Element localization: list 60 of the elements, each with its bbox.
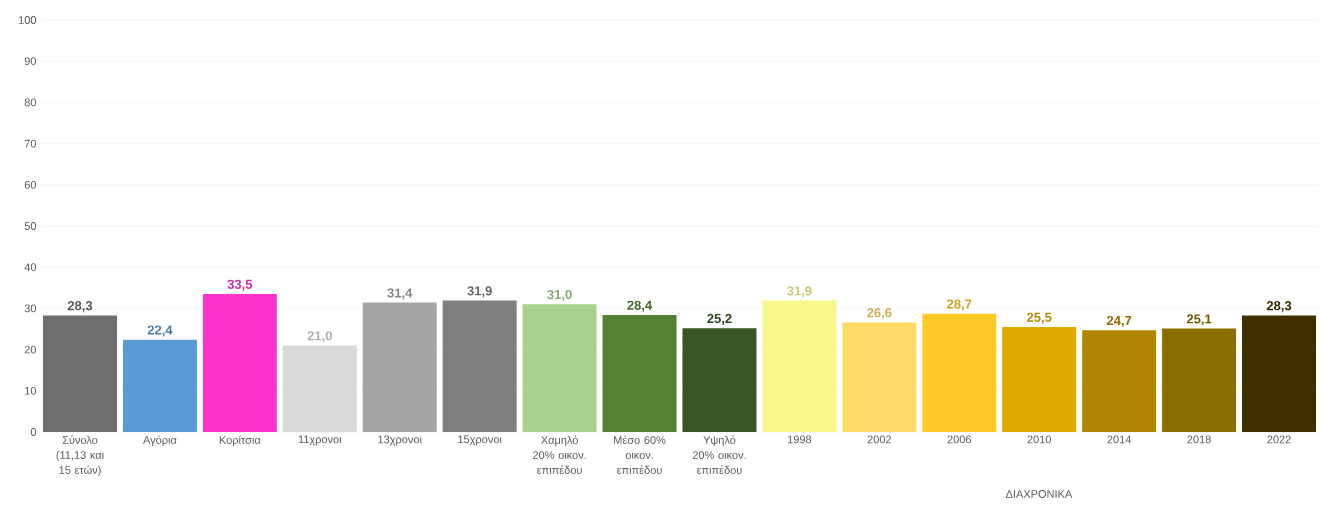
x-tick-label: Μέσο 60% οικον. επιπέδου — [614, 435, 666, 474]
y-tick-label: 60 — [24, 180, 37, 189]
data-label: 21,0 — [307, 331, 332, 343]
data-label: 28,7 — [947, 299, 972, 311]
data-label: 31,4 — [387, 288, 413, 300]
y-tick-label: 10 — [25, 386, 37, 395]
y-tick-label: 40 — [24, 263, 37, 272]
bar — [522, 304, 597, 432]
x-tick-label: 13χρονοι — [378, 435, 422, 446]
data-label: 25,1 — [1186, 314, 1212, 326]
y-tick-label: 100 — [18, 16, 37, 24]
x-tick-label: 15χρονοι — [458, 435, 502, 446]
data-label: 28,3 — [67, 301, 93, 313]
x-tick-label: Αγόρια — [143, 435, 177, 447]
x-tick-label: Υψηλό 20% οικον. επιπέδου — [692, 435, 746, 474]
x-tick-label: Χαμηλό 20% οικον. επιπέδου — [533, 435, 586, 474]
bar — [1242, 315, 1317, 432]
y-tick-label: 20 — [24, 345, 37, 354]
x-tick-label: 2022 — [1267, 435, 1291, 444]
y-tick-label: 90 — [24, 57, 37, 66]
bar — [602, 314, 677, 432]
y-tick-label: 70 — [24, 139, 37, 148]
y-tick-label: 0 — [30, 428, 37, 436]
bar — [1082, 330, 1157, 432]
bar — [442, 300, 517, 432]
y-tick-label: 30 — [24, 304, 37, 313]
x-tick-label: 2014 — [1107, 435, 1132, 444]
data-label: 24,7 — [1106, 315, 1132, 328]
bar — [762, 300, 837, 432]
x-tick-label: 1998 — [788, 435, 812, 444]
data-label: 31,9 — [787, 286, 812, 298]
x-tick-label: 2018 — [1187, 435, 1211, 444]
data-label: 22,4 — [147, 325, 173, 337]
bar — [1162, 328, 1237, 432]
x-tick-label: 2006 — [947, 435, 972, 444]
x-tick-label: Κορίτσια — [219, 435, 261, 447]
bar — [922, 313, 997, 432]
x-tick-label: 2002 — [867, 435, 892, 444]
x-tick-label: 11χρονοι — [298, 435, 342, 446]
bar — [122, 339, 197, 432]
data-label: 33,5 — [227, 279, 253, 291]
x-tick-label: Σύνολο (11,13 και 15 ετών) — [56, 435, 104, 477]
y-tick-label: 80 — [24, 98, 37, 107]
bar — [842, 322, 917, 432]
y-tick-label: 50 — [24, 222, 37, 230]
bar — [682, 328, 757, 432]
data-label: 28,3 — [1266, 301, 1292, 313]
data-label: 25,5 — [1027, 312, 1052, 324]
bar — [362, 302, 437, 432]
bar — [1002, 326, 1077, 432]
data-label: 26,6 — [867, 308, 892, 320]
data-label: 28,4 — [627, 300, 653, 312]
bar — [42, 315, 117, 432]
data-label: 31,0 — [547, 289, 572, 302]
text: ΔΙΑΧΡΟΝΙΚΑ — [1005, 490, 1073, 498]
data-label: 25,2 — [707, 313, 732, 325]
data-label: 31,9 — [467, 286, 492, 298]
bar — [202, 293, 277, 432]
bar — [282, 345, 357, 432]
x-tick-label: 2010 — [1027, 435, 1051, 444]
